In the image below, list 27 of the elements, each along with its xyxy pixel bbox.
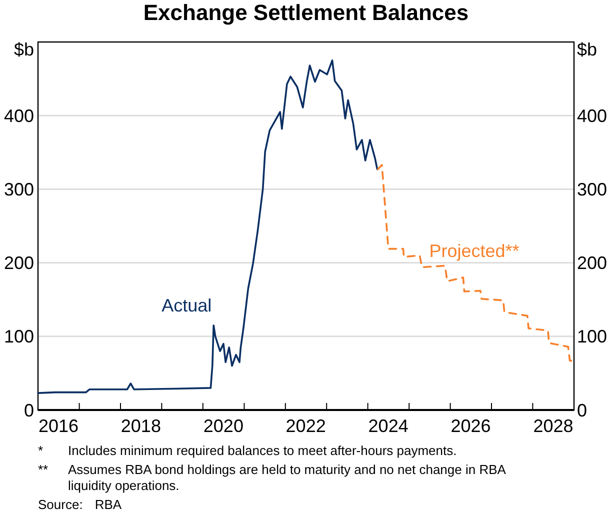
series-label: Projected** [429,240,520,261]
x-tick-label: 2020 [203,416,244,436]
line-series [376,164,575,362]
y2-tick-label: 200 [577,253,608,274]
text: ** Assumes RBA bond holdings are held to maturity and no net change in RBA liquidity operations. [38,462,506,493]
y-tick-label: 400 [4,106,34,126]
y-tick-label: 300 [4,180,34,200]
y2-tick-label: 400 [577,106,608,126]
y2-tick-label: 300 [577,180,608,200]
x-tick-label: 2018 [120,416,161,436]
chart-title: Exchange Settlement Balances [143,0,469,25]
y-tick-label: 100 [4,326,34,347]
x-tick-label: 2026 [450,416,491,436]
y-tick-label: 0 [24,400,34,420]
y2-tick-label: 100 [577,326,608,347]
x-tick-label: 2016 [38,416,79,436]
x-tick-label: 2028 [533,416,574,436]
x-tick-label: 2022 [286,416,326,436]
line-series [37,60,378,394]
y2-tick-label: 0 [577,400,588,420]
source-note: Source: RBA [38,497,122,512]
text: * Includes minimum required balances to meet after-hours payments. [38,443,457,458]
x-tick-label: 2024 [368,416,408,436]
y-axis-title: $b [14,39,34,60]
series-label: Actual [162,295,212,316]
y-tick-label: 200 [4,253,34,274]
y2-axis-title: $b [577,39,598,60]
